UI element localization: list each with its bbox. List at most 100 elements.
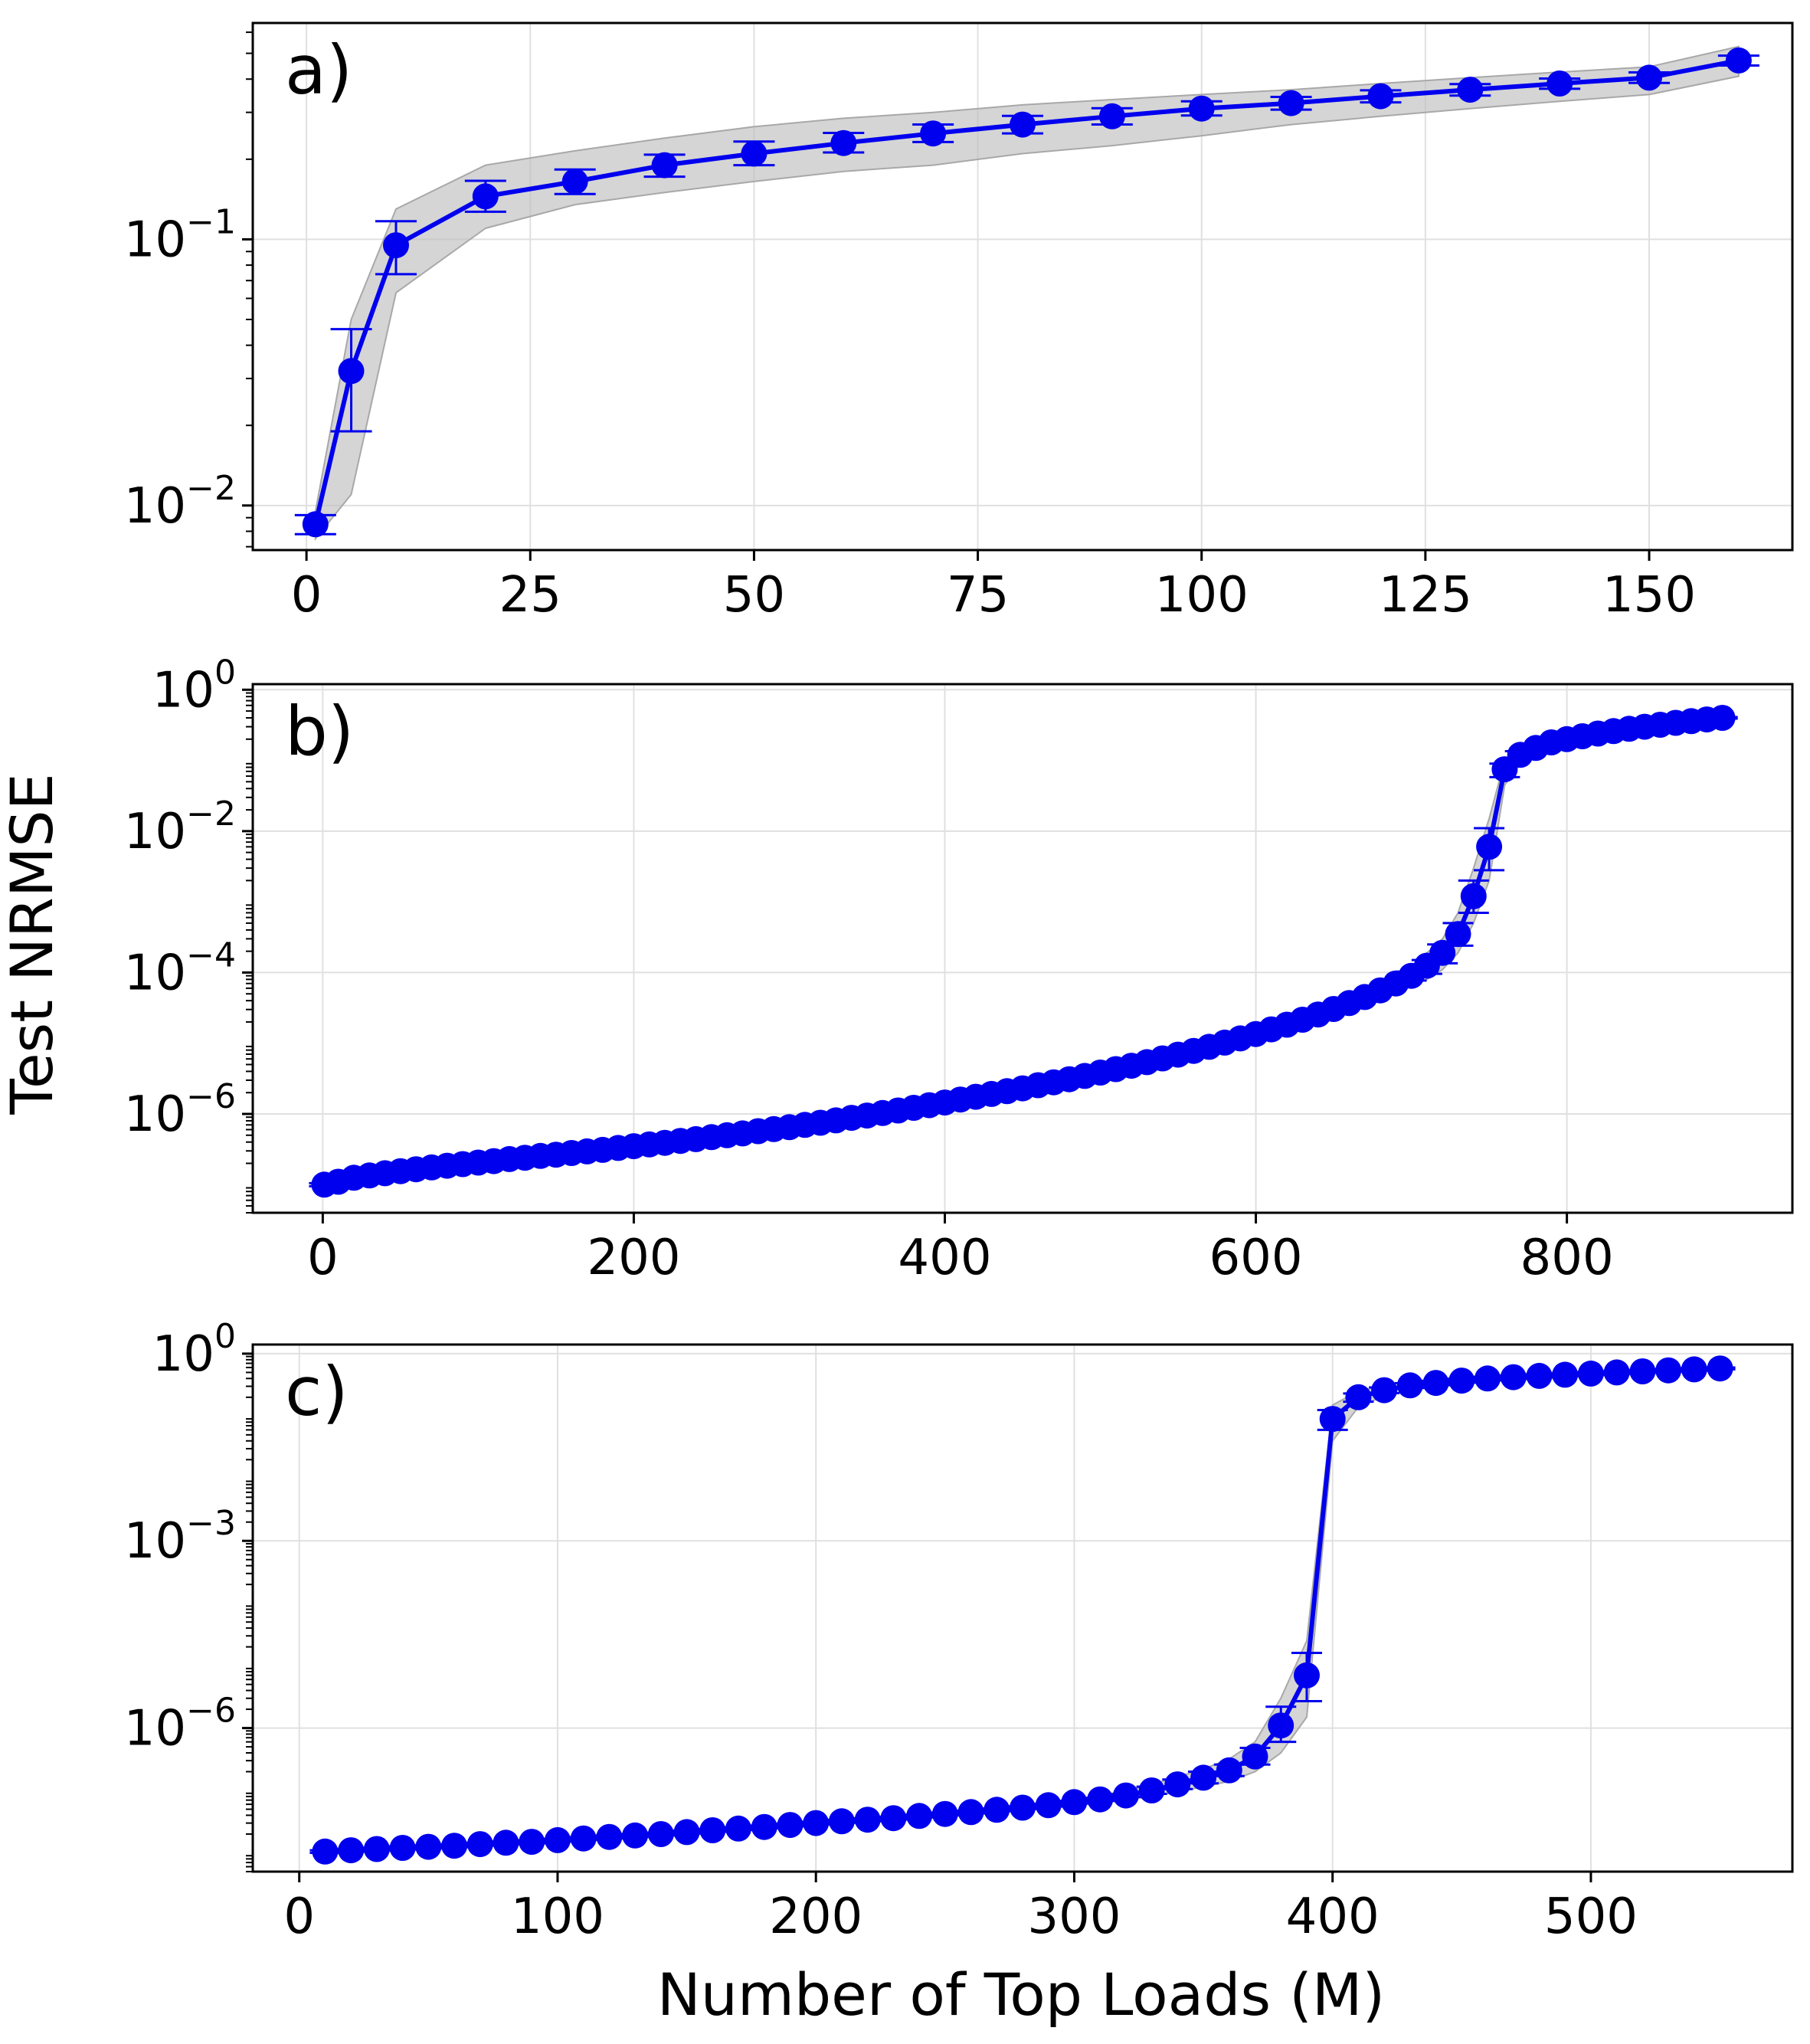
data-point xyxy=(596,1823,623,1850)
y-axis-title: Test NRMSE xyxy=(0,773,66,1115)
data-point xyxy=(622,1822,649,1849)
data-point xyxy=(906,1803,933,1829)
data-point xyxy=(1098,103,1125,129)
x-tick-label: 100 xyxy=(511,1888,604,1945)
data-point xyxy=(441,1833,468,1859)
data-point xyxy=(519,1829,545,1856)
data-point xyxy=(1603,1359,1630,1386)
data-point xyxy=(1190,1764,1217,1791)
panels: 0 25 50 75 100 125 150 10−2 10−1 a) 0 200 400 600 800 1… xyxy=(124,21,1794,1945)
y-tick-label: 10−1 xyxy=(124,202,236,268)
data-point xyxy=(383,232,409,259)
data-point xyxy=(741,140,768,167)
data-point xyxy=(1577,1360,1604,1387)
data-point xyxy=(651,152,678,179)
data-point xyxy=(828,1808,855,1835)
data-point xyxy=(1448,1368,1475,1394)
x-tick-label: 400 xyxy=(1286,1888,1380,1945)
series-0 xyxy=(309,1355,1736,1865)
data-point xyxy=(1725,47,1752,74)
data-point xyxy=(1345,1384,1372,1410)
y-tick-label: 100 xyxy=(152,1317,236,1383)
data-point xyxy=(415,1833,442,1860)
data-point xyxy=(472,183,499,210)
data-point xyxy=(673,1819,700,1846)
panel-1: 0 200 400 600 800 10−6 10−4 10−2 100 b) xyxy=(124,653,1794,1286)
data-point xyxy=(803,1810,830,1836)
y-tick-label: 10−4 xyxy=(124,935,236,1001)
data-point xyxy=(1278,90,1304,116)
data-point xyxy=(363,1836,390,1862)
data-point xyxy=(854,1807,881,1833)
grid xyxy=(253,684,1792,1213)
data-point xyxy=(1457,77,1484,103)
data-point xyxy=(1138,1777,1165,1803)
x-tick-label: 125 xyxy=(1379,567,1472,624)
data-point xyxy=(338,1837,365,1864)
data-point xyxy=(1475,1365,1501,1392)
data-point xyxy=(830,129,857,156)
data-point xyxy=(699,1817,726,1843)
data-point xyxy=(1216,1757,1242,1784)
data-point xyxy=(931,1800,958,1827)
x-tick-label: 200 xyxy=(587,1230,680,1286)
x-tick-label: 25 xyxy=(499,567,561,624)
panel-label: a) xyxy=(285,31,352,110)
data-point xyxy=(1367,83,1394,110)
data-point xyxy=(1629,1358,1656,1384)
x-tick-label: 75 xyxy=(947,567,1009,624)
data-point xyxy=(1061,1789,1088,1816)
y-tick-label: 10−6 xyxy=(124,1692,236,1757)
data-point xyxy=(389,1835,416,1861)
data-point xyxy=(302,511,329,538)
data-point xyxy=(1112,1782,1139,1809)
x-tick-label: 0 xyxy=(307,1230,339,1286)
data-point xyxy=(1655,1357,1682,1384)
data-point xyxy=(647,1821,674,1847)
axes-frame xyxy=(251,1343,1794,1873)
data-point xyxy=(1087,1786,1114,1813)
data-point xyxy=(1319,1406,1346,1433)
data-point xyxy=(1164,1771,1191,1798)
data-point xyxy=(312,1838,339,1865)
data-point xyxy=(1242,1743,1268,1770)
data-point xyxy=(1547,70,1573,97)
data-point xyxy=(1188,95,1215,122)
series-0 xyxy=(294,45,1759,542)
axes-frame xyxy=(251,683,1794,1214)
data-point xyxy=(777,1812,804,1839)
grid xyxy=(253,1345,1792,1872)
data-point xyxy=(561,168,588,195)
data-point xyxy=(725,1815,751,1842)
data-point xyxy=(545,1826,571,1853)
y-tick-label: 10−2 xyxy=(124,794,236,860)
data-point xyxy=(1010,1794,1036,1821)
data-point xyxy=(493,1829,519,1856)
data-point xyxy=(1707,1355,1733,1382)
x-tick-label: 50 xyxy=(723,567,785,624)
y-tick-label: 100 xyxy=(152,653,236,719)
data-point xyxy=(1422,1370,1449,1397)
data-point xyxy=(570,1825,597,1852)
data-point xyxy=(920,120,947,147)
x-tick-label: 300 xyxy=(1027,1888,1121,1945)
data-point xyxy=(1476,834,1503,860)
x-tick-label: 200 xyxy=(769,1888,862,1945)
x-tick-label: 0 xyxy=(291,567,322,624)
data-point xyxy=(1371,1377,1398,1404)
axes-frame xyxy=(251,21,1794,552)
x-tick-label: 600 xyxy=(1209,1230,1302,1286)
data-point xyxy=(1552,1361,1579,1388)
data-point xyxy=(466,1831,493,1858)
x-axis-title: Number of Top Loads (M) xyxy=(657,1960,1385,2029)
x-tick-label: 0 xyxy=(283,1888,315,1945)
panel-label: c) xyxy=(285,1352,349,1431)
panel-label: b) xyxy=(285,692,354,771)
data-point xyxy=(880,1805,907,1832)
data-point xyxy=(957,1799,984,1826)
panel-2: 0 100 200 300 400 500 10−6 10−3 100 c) xyxy=(124,1317,1794,1945)
data-point xyxy=(1396,1372,1423,1399)
data-point xyxy=(751,1813,777,1840)
